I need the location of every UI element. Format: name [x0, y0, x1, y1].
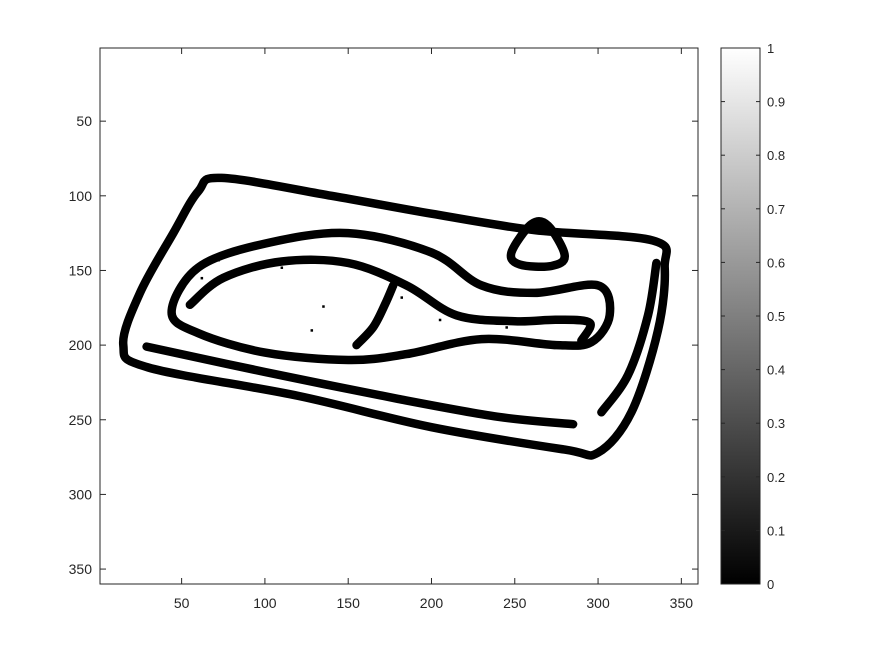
- speck-12: [217, 259, 220, 262]
- y-tick-label-200: 200: [69, 337, 93, 353]
- speck-9: [588, 284, 592, 287]
- colorbar-tick-label-2: 0.2: [767, 470, 785, 485]
- edge-curve-bone-line: [352, 281, 398, 350]
- colorbar-tick-label-8: 0.8: [767, 148, 785, 163]
- colorbar-tick-label-3: 0.3: [767, 416, 785, 431]
- x-tick-label-350: 350: [670, 595, 694, 611]
- speck-1: [200, 276, 204, 280]
- edge-curve-tray-inner-right-edge: [597, 258, 661, 417]
- speck-3: [310, 329, 314, 332]
- edge-curve-tray-inner-left-edge: [142, 342, 578, 429]
- edge-curve-drumstick-outline: [167, 228, 615, 365]
- speck-8: [483, 338, 487, 341]
- speck-7: [505, 326, 508, 329]
- x-tick-label-300: 300: [586, 595, 610, 611]
- y-tick-label-100: 100: [69, 188, 93, 204]
- colorbar-tick-label-4: 0.4: [767, 363, 785, 378]
- colorbar: 0 0.1 0.2 0.3 0.4 0.5 0.6 0.7 0.8 0.9 1: [720, 41, 785, 592]
- y-tick-label-250: 250: [69, 412, 93, 428]
- y-tick-label-300: 300: [69, 486, 93, 502]
- edge-curve-drumstick-inner-contour: [185, 255, 595, 345]
- y-tick-label-150: 150: [69, 262, 93, 278]
- colorbar-tick-label-7: 0.7: [767, 202, 785, 217]
- axes-box: [99, 47, 699, 585]
- speck-0: [238, 269, 242, 272]
- speck-6: [480, 318, 483, 322]
- colorbar-fill: [720, 47, 761, 585]
- heatmap-plot: 50 100 150 200 250 300 350 50 100 150 200 250 300 350: [69, 47, 699, 611]
- image-background: [100, 48, 698, 584]
- colorbar-tick-label-1: 0.1: [767, 523, 785, 538]
- speck-4: [322, 305, 325, 308]
- colorbar-tick-label-10: 1: [767, 41, 774, 56]
- colorbar-tick-label-0: 0: [767, 577, 774, 592]
- speck-10: [438, 318, 442, 322]
- y-tick-label-50: 50: [76, 113, 92, 129]
- y-tick-label-350: 350: [69, 561, 93, 577]
- speck-11: [202, 260, 205, 264]
- colorbar-tick-label-6: 0.6: [767, 255, 785, 270]
- edge-curve-tray-outer-rim: [119, 173, 671, 460]
- x-tick-label-150: 150: [337, 595, 361, 611]
- x-tick-label-250: 250: [503, 595, 527, 611]
- x-tick-label-100: 100: [253, 595, 277, 611]
- colorbar-tick-label-5: 0.5: [767, 309, 785, 324]
- colorbar-tick-label-9: 0.9: [767, 95, 785, 110]
- knob-top-blob: [530, 220, 549, 235]
- speck-2: [280, 266, 284, 269]
- speck-5: [400, 296, 403, 299]
- x-tick-label-200: 200: [420, 595, 444, 611]
- edge-image: [119, 173, 671, 460]
- x-tick-label-50: 50: [174, 595, 190, 611]
